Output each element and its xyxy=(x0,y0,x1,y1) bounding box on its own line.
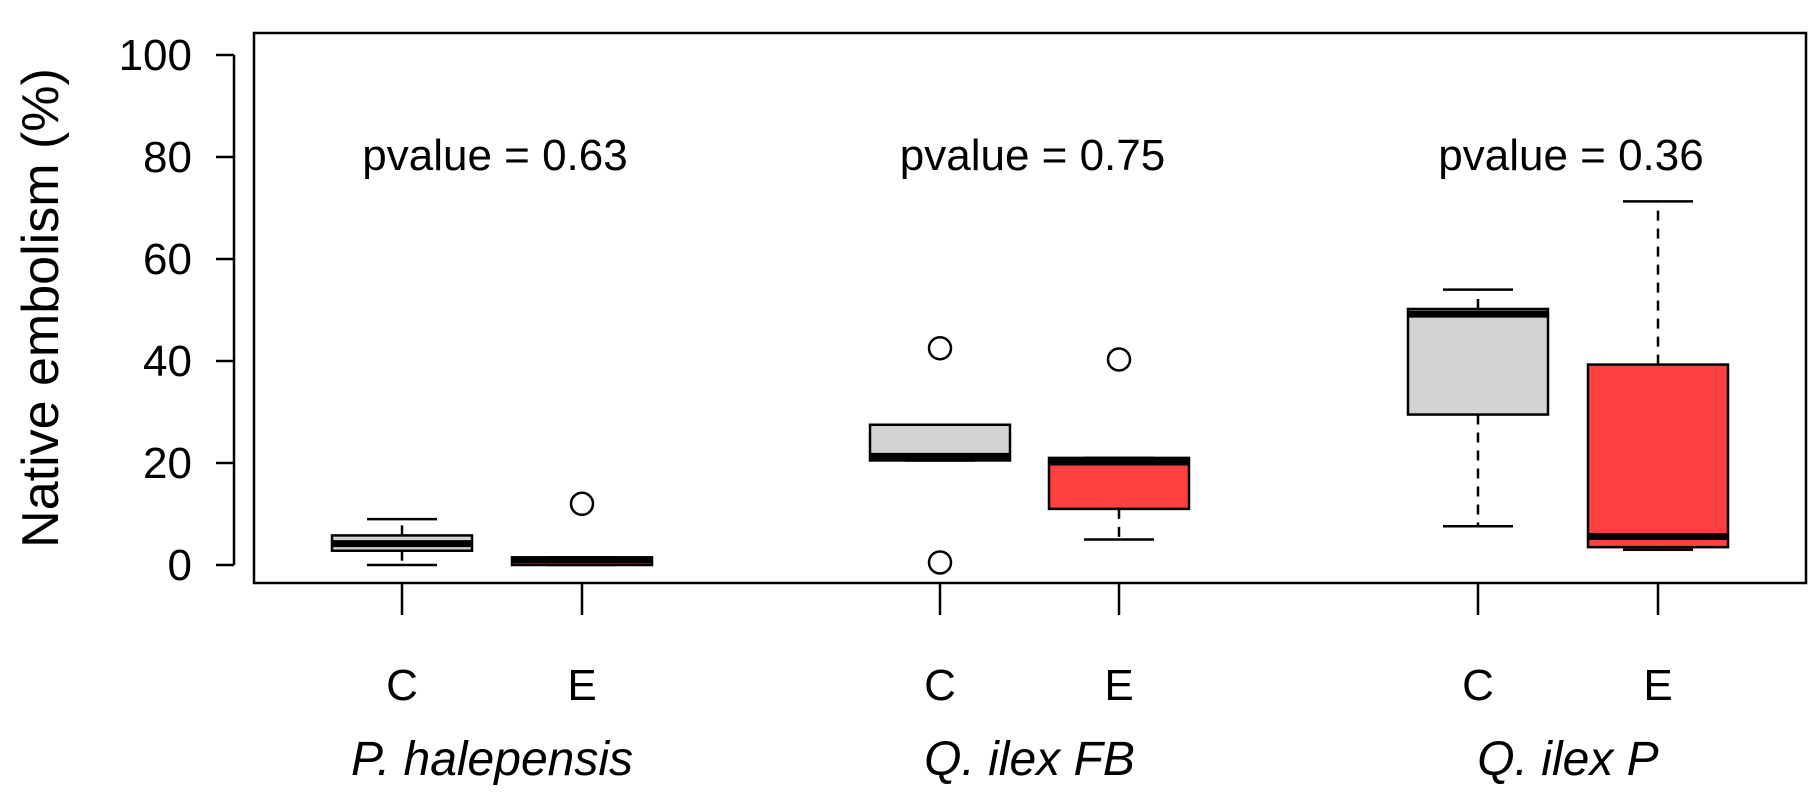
box-series xyxy=(330,200,1730,575)
box-e xyxy=(510,491,654,567)
box-c xyxy=(1406,288,1550,528)
y-tick-label: 60 xyxy=(143,235,192,284)
x-category-label: C xyxy=(924,661,956,710)
x-category-label: E xyxy=(567,661,596,710)
p-value-label: pvalue = 0.75 xyxy=(900,131,1165,180)
p-value-label: pvalue = 0.63 xyxy=(362,131,627,180)
x-category-label: C xyxy=(386,661,418,710)
group-label: Q. ilex P xyxy=(1477,733,1658,786)
group-label: P. halepensis xyxy=(351,733,633,786)
outlier-point xyxy=(569,491,595,517)
box-body xyxy=(1406,307,1550,416)
y-tick-label: 80 xyxy=(143,133,192,182)
x-category-label: E xyxy=(1643,661,1672,710)
y-tick-label: 20 xyxy=(143,439,192,488)
box-body xyxy=(1586,363,1730,549)
box-c xyxy=(330,517,474,567)
outlier-point xyxy=(927,336,953,361)
x-category-label: C xyxy=(1462,661,1494,710)
outlier-point xyxy=(927,550,953,575)
box-body xyxy=(1047,456,1191,511)
box-e xyxy=(1047,347,1191,541)
y-axis-label: Native embolism (%) xyxy=(12,68,70,548)
y-tick-label: 40 xyxy=(143,337,192,386)
outlier-point xyxy=(1106,347,1132,372)
x-category-label: E xyxy=(1104,661,1133,710)
p-value-annotations: pvalue = 0.63 pvalue = 0.75 pvalue = 0.36 xyxy=(362,131,1703,180)
box-e xyxy=(1586,200,1730,551)
y-tick-label: 0 xyxy=(168,541,192,590)
box-c xyxy=(868,336,1012,575)
p-value-label: pvalue = 0.36 xyxy=(1438,131,1703,180)
y-tick-label: 100 xyxy=(119,31,192,80)
plot-frame xyxy=(252,31,1808,585)
y-axis: 0 20 40 60 80 100 xyxy=(119,31,236,590)
x-axis: C E P. halepensis C E Q. ilex FB C E Q. ilex P xyxy=(351,583,1673,786)
group-label: Q. ilex FB xyxy=(924,733,1135,786)
